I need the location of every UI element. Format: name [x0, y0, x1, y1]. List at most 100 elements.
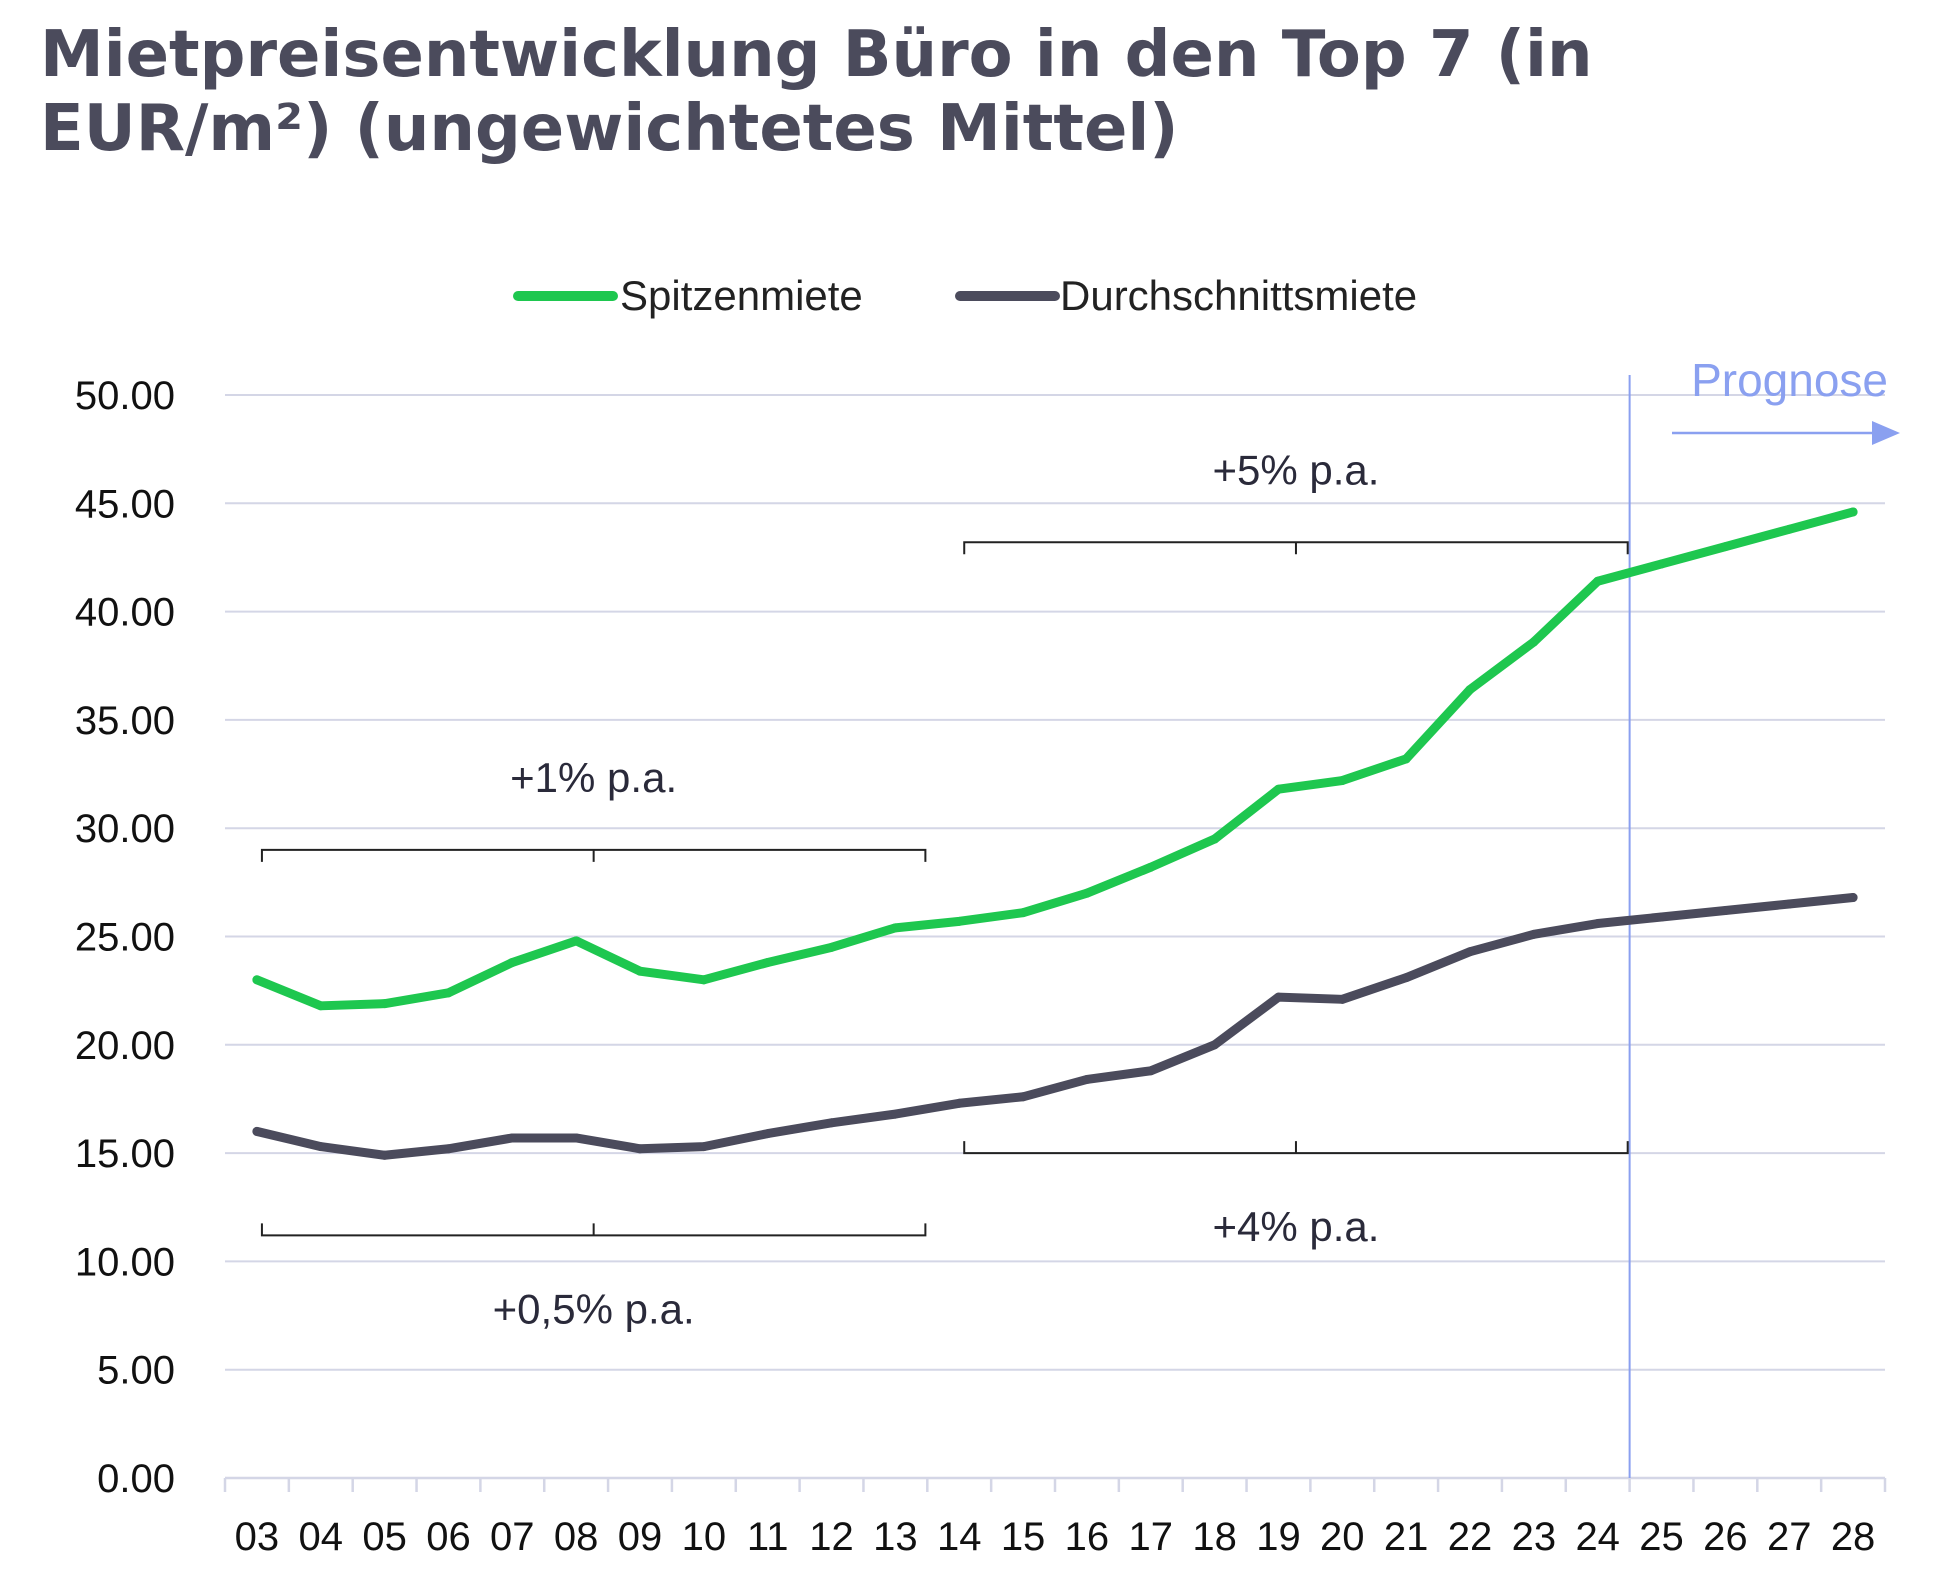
y-tick-label: 30.00 [75, 807, 175, 851]
data-point [827, 1118, 837, 1128]
data-point [1337, 776, 1347, 786]
data-point [890, 923, 900, 933]
y-tick-label: 25.00 [75, 916, 175, 960]
data-point [890, 1109, 900, 1119]
y-tick-label: 40.00 [75, 591, 175, 635]
data-point [1465, 685, 1475, 695]
data-point [827, 942, 837, 952]
x-tick-label: 03 [235, 1515, 280, 1559]
data-point [1657, 559, 1667, 569]
data-point [1720, 542, 1730, 552]
growth-annotation: +5% p.a. [1212, 446, 1379, 493]
data-point [763, 957, 773, 967]
x-tick-label: 12 [809, 1515, 854, 1559]
data-point [699, 1142, 709, 1152]
legend-label: Spitzenmiete [620, 272, 863, 319]
data-point [954, 1098, 964, 1108]
data-point [1273, 784, 1283, 794]
x-tick-label: 25 [1639, 1515, 1684, 1559]
data-point [507, 1133, 517, 1143]
data-point [1018, 908, 1028, 918]
x-tick-label: 09 [618, 1515, 663, 1559]
data-point [443, 1144, 453, 1154]
x-tick-label: 05 [362, 1515, 407, 1559]
x-tick-label: 04 [299, 1515, 344, 1559]
data-point [1401, 754, 1411, 764]
data-point [1401, 973, 1411, 983]
y-tick-label: 10.00 [75, 1240, 175, 1284]
x-tick-label: 24 [1575, 1515, 1620, 1559]
data-point [252, 975, 262, 985]
data-point [1848, 507, 1858, 517]
x-tick-label: 26 [1703, 1515, 1748, 1559]
x-tick-label: 06 [426, 1515, 471, 1559]
x-tick-label: 23 [1512, 1515, 1557, 1559]
x-tick-label: 07 [490, 1515, 535, 1559]
x-tick-label: 15 [1001, 1515, 1046, 1559]
data-point [443, 988, 453, 998]
growth-bracket [260, 848, 927, 862]
x-tick-label: 16 [1065, 1515, 1110, 1559]
series-line-spitzenmiete [252, 507, 1858, 1011]
data-point [1593, 576, 1603, 586]
data-point [1784, 899, 1794, 909]
forecast-arrow-head [1872, 421, 1900, 445]
data-point [1210, 1040, 1220, 1050]
data-point [1465, 947, 1475, 957]
growth-bracket [963, 1141, 1629, 1155]
x-tick-label: 17 [1129, 1515, 1174, 1559]
data-point [1720, 906, 1730, 916]
forecast-label: Prognose [1691, 354, 1888, 406]
data-point [954, 916, 964, 926]
data-point [1337, 994, 1347, 1004]
data-point [571, 936, 581, 946]
data-point [1593, 919, 1603, 929]
y-tick-label: 15.00 [75, 1132, 175, 1176]
x-tick-label: 19 [1256, 1515, 1301, 1559]
x-tick-label: 21 [1384, 1515, 1429, 1559]
y-tick-label: 0.00 [97, 1457, 175, 1501]
x-tick-label: 10 [682, 1515, 727, 1559]
data-point [316, 1001, 326, 1011]
data-point [1657, 912, 1667, 922]
data-point [1146, 862, 1156, 872]
x-tick-label: 14 [937, 1515, 982, 1559]
x-tick-label: 20 [1320, 1515, 1365, 1559]
data-point [635, 1144, 645, 1154]
data-point [1848, 893, 1858, 903]
data-point [1784, 524, 1794, 534]
data-point [1146, 1066, 1156, 1076]
data-point [1529, 929, 1539, 939]
y-tick-label: 50.00 [75, 374, 175, 418]
x-tick-label: 27 [1767, 1515, 1812, 1559]
y-tick-label: 20.00 [75, 1024, 175, 1068]
data-point [316, 1142, 326, 1152]
data-point [1529, 637, 1539, 647]
data-point [571, 1133, 581, 1143]
x-tick-label: 28 [1831, 1515, 1876, 1559]
data-point [1210, 834, 1220, 844]
growth-annotation: +0,5% p.a. [493, 1285, 695, 1332]
data-point [699, 975, 709, 985]
x-tick-label: 18 [1192, 1515, 1237, 1559]
data-point [763, 1129, 773, 1139]
data-point [635, 966, 645, 976]
data-point [380, 1150, 390, 1160]
data-point [252, 1126, 262, 1136]
data-point [507, 957, 517, 967]
x-tick-label: 11 [747, 1515, 789, 1559]
x-tick-label: 08 [554, 1515, 599, 1559]
series-line-durchschnittsmiete [252, 893, 1858, 1160]
growth-bracket [260, 1223, 927, 1237]
x-tick-label: 13 [873, 1515, 918, 1559]
y-tick-label: 45.00 [75, 482, 175, 526]
y-tick-label: 5.00 [97, 1349, 175, 1393]
chart-title: Mietpreisentwicklung Büro in den Top 7 (… [40, 18, 1593, 166]
data-point [380, 999, 390, 1009]
growth-annotation: +1% p.a. [510, 754, 677, 801]
data-point [1082, 1074, 1092, 1084]
data-point [1273, 992, 1283, 1002]
growth-bracket [963, 541, 1629, 555]
data-point [1082, 888, 1092, 898]
